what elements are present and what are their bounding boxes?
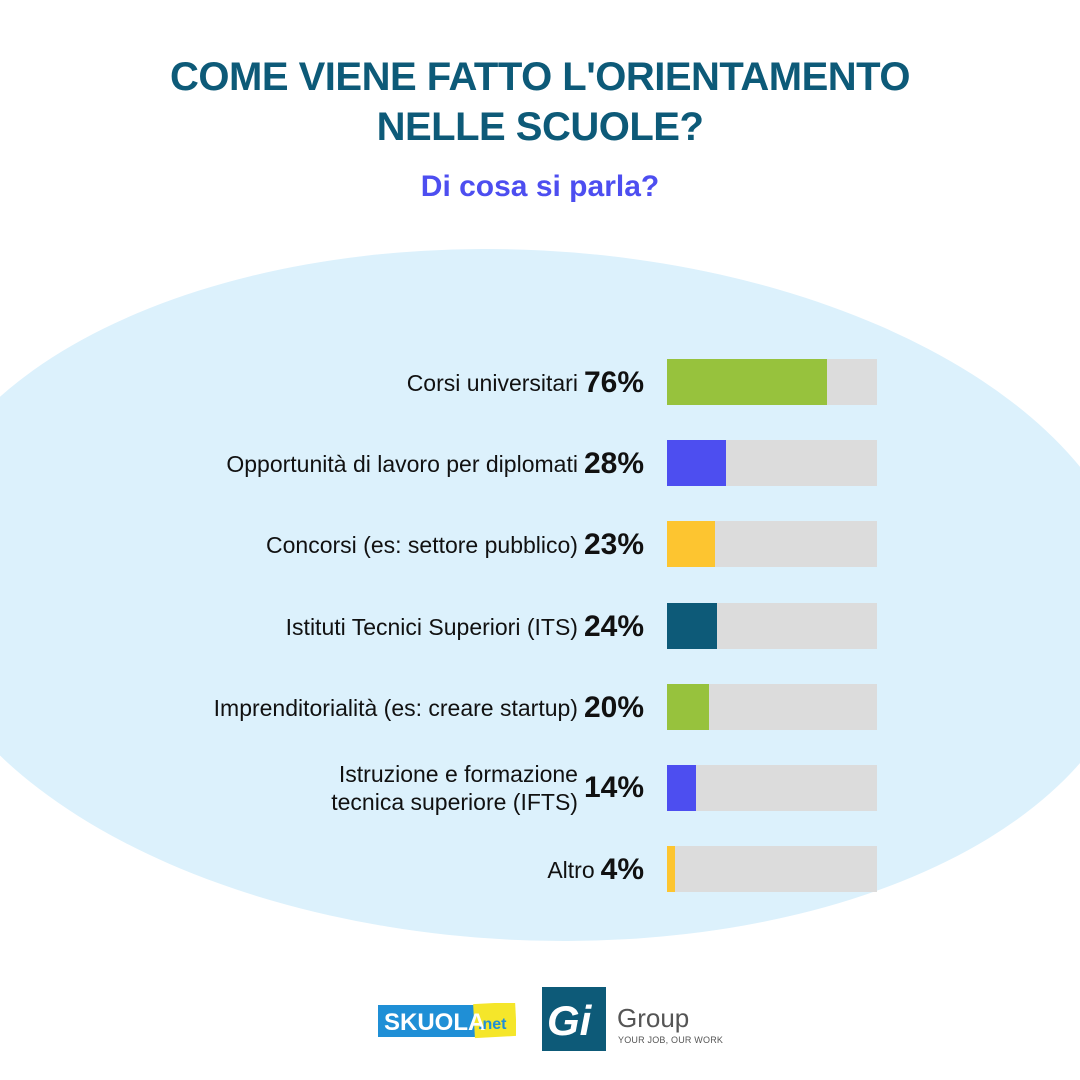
value-label: 14% xyxy=(583,771,644,804)
gi-group-logo-mark: Gi xyxy=(542,987,606,1051)
bar-label: Concorsi (es: settore pubblico) 23% xyxy=(266,529,644,559)
bar-track xyxy=(667,684,877,730)
bar-label: Altro 4% xyxy=(547,854,644,884)
gi-group-tagline: YOUR JOB, OUR WORK xyxy=(618,1035,724,1045)
category-label: Concorsi (es: settore pubblico) xyxy=(266,531,578,558)
bar-label: Corsi universitari 76% xyxy=(407,367,644,397)
bar-track xyxy=(667,440,877,486)
value-label: 4% xyxy=(600,852,644,886)
gi-logo-text: Gi xyxy=(547,997,593,1044)
page-title: COME VIENE FATTO L'ORIENTAMENTO NELLE SC… xyxy=(0,52,1080,152)
value-label: 23% xyxy=(583,527,644,561)
value-label: 76% xyxy=(583,365,644,399)
category-label: Istruzione e formazione tecnica superiore… xyxy=(331,761,578,815)
bar-track xyxy=(667,359,877,405)
page-subtitle: Di cosa si parla? xyxy=(420,170,660,203)
bar-label: Opportunità di lavoro per diplomati 28% xyxy=(226,448,644,478)
skuola-logo-suffix: .net xyxy=(478,1016,507,1033)
category-label: Opportunità di lavoro per diplomati xyxy=(226,450,578,477)
bar-track xyxy=(667,521,877,567)
category-label: Imprenditorialità (es: creare startup) xyxy=(213,694,578,721)
title-line-2: NELLE SCUOLE? xyxy=(376,105,704,149)
bar-fill xyxy=(667,359,827,405)
gi-group-name: Group xyxy=(617,1003,690,1033)
bar-fill xyxy=(667,765,696,811)
bar-track xyxy=(667,765,877,811)
value-label: 24% xyxy=(583,609,644,643)
bar-track xyxy=(667,846,877,892)
skuola-logo-text: SKUOLA xyxy=(384,1009,485,1036)
bar-label: Istruzione e formazione tecnica superiore… xyxy=(331,760,644,816)
bar-fill xyxy=(667,846,675,892)
bar-fill xyxy=(667,521,715,567)
bar-fill xyxy=(667,440,726,486)
category-label: Corsi universitari xyxy=(406,369,578,396)
bar-label: Imprenditorialità (es: creare startup) 20… xyxy=(214,692,644,722)
value-label: 20% xyxy=(583,690,644,724)
bar-track xyxy=(667,603,877,649)
bar-fill xyxy=(667,603,717,649)
category-label: Istituti Tecnici Superiori (ITS) xyxy=(285,613,578,640)
bar-fill xyxy=(667,684,709,730)
value-label: 28% xyxy=(583,446,644,480)
category-label: Altro xyxy=(547,856,595,883)
bar-label: Istituti Tecnici Superiori (ITS) 24% xyxy=(286,611,644,641)
skuola-net-logo: SKUOLA .net xyxy=(378,1003,516,1039)
title-line-1: COME VIENE FATTO L'ORIENTAMENTO xyxy=(170,55,910,99)
